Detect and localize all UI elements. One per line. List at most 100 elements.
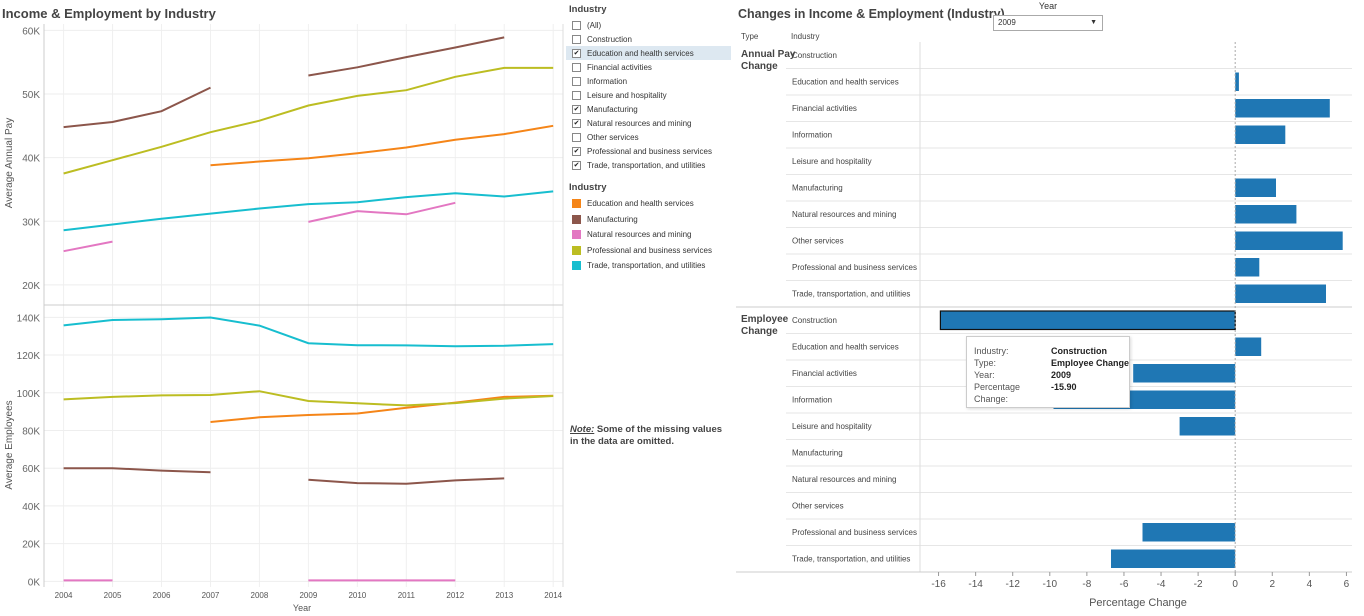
missing-values-note: Note: Some of the missing values in the … [570,424,730,448]
filter-item[interactable]: Information [566,74,731,88]
filter-checkbox[interactable] [572,34,581,44]
change-bar[interactable] [1235,337,1262,357]
year-dropdown[interactable]: 2009 ▼ [993,15,1103,31]
tooltip-key: Type: [974,358,997,368]
filter-checkbox[interactable] [572,90,581,100]
filter-item[interactable]: Other services [566,130,731,144]
legend-item[interactable]: Natural resources and mining [566,227,731,243]
tooltip-key: Percentage Change: [974,382,1021,404]
x-tick-label: 2007 [202,591,220,600]
legend-item-label: Education and health services [587,199,694,209]
left-panel-title: Income & Employment by Industry [2,6,216,21]
column-header-industry: Industry [791,32,819,41]
industry-row-label: Education and health services [792,78,899,87]
filter-checkbox[interactable] [572,20,581,30]
series-line[interactable] [308,36,505,77]
series-line[interactable] [210,394,554,423]
x-tick-label: -4 [1157,579,1166,590]
change-bar[interactable] [1142,523,1236,542]
filter-checkbox[interactable]: ✔ [572,160,581,170]
filter-item-label: Financial activities [587,62,652,72]
legend-swatch [572,214,581,224]
y-tick-label: 40K [22,502,40,513]
x-tick-label: -14 [968,579,983,590]
filter-checkbox[interactable] [572,62,581,72]
industry-filter: Industry (All) Construction ✔ Education and… [566,2,731,172]
x-tick-label: 2009 [299,591,317,600]
industry-row-label: Trade, transportation, and utilities [792,290,910,299]
y-tick-label: 140K [17,313,41,324]
bottom-y-axis-label: Average Employees [4,400,15,489]
filter-item[interactable]: Construction [566,32,731,46]
filter-item[interactable]: ✔ Natural resources and mining [566,116,731,130]
industry-row-label: Financial activities [792,104,857,113]
income-employment-chart[interactable]: 2004 2005 2006 2007 2008 2009 2010 2011 2012 2013… [0,0,564,616]
x-axis-label: Year [293,603,311,613]
series-line[interactable] [308,201,456,223]
y-tick-label: 120K [17,351,41,362]
series-line[interactable] [210,124,554,167]
series-line[interactable] [63,66,554,175]
industry-row-label: Construction [792,51,837,60]
filter-checkbox[interactable]: ✔ [572,104,581,114]
series-line[interactable] [63,316,554,348]
legend-item[interactable]: Professional and business services [566,243,731,259]
filter-checkbox[interactable] [572,76,581,86]
filter-item[interactable]: ✔ Manufacturing [566,102,731,116]
filter-item-label: (All) [587,20,602,30]
x-tick-label: 2013 [495,591,513,600]
change-bar[interactable] [1235,125,1286,145]
note-label: Note: [570,424,595,435]
y-tick-label: 20K [22,540,40,551]
change-bar[interactable] [1235,205,1297,224]
change-bar[interactable] [1179,417,1236,436]
industry-row-label: Financial activities [792,369,857,378]
filter-item[interactable]: ✔ Trade, transportation, and utilities [566,158,731,172]
legend-item[interactable]: Education and health services [566,196,731,212]
filter-item[interactable]: (All) [566,18,731,32]
tooltip-row: Type: Employee Change [974,357,1129,369]
filter-checkbox[interactable]: ✔ [572,118,581,128]
filter-item[interactable]: ✔ Education and health services [566,46,731,60]
industry-row-label: Natural resources and mining [792,475,897,484]
legend-item[interactable]: Manufacturing [566,212,731,228]
filter-item[interactable]: ✔ Professional and business services [566,144,731,158]
filter-item-label: Natural resources and mining [587,118,692,128]
group-label: Annual Pay [741,49,796,60]
change-bar[interactable] [1235,284,1326,304]
change-bar[interactable] [1111,549,1236,569]
series-line[interactable] [63,86,211,129]
industry-row-label: Manufacturing [792,184,843,193]
filter-item-label: Education and health services [587,48,694,58]
series-line[interactable] [308,477,505,485]
change-bar[interactable] [1235,72,1239,92]
change-bar[interactable] [1133,364,1236,383]
filter-checkbox[interactable]: ✔ [572,146,581,156]
change-bar[interactable] [1235,258,1260,277]
filter-item[interactable]: Financial activities [566,60,731,74]
series-line[interactable] [63,467,211,474]
x-tick-label: -6 [1119,579,1128,590]
x-tick-label: 2004 [55,591,73,600]
tooltip-row: Year: 2009 [974,369,1129,381]
percentage-change-chart[interactable]: Type Industry Annual PayChangeConstructi… [736,0,1364,616]
chevron-down-icon[interactable]: ▼ [1090,19,1097,26]
change-bar[interactable] [939,310,1236,331]
filter-item[interactable]: Leisure and hospitality [566,88,731,102]
change-bar[interactable] [1235,178,1276,198]
change-bar[interactable] [1235,99,1330,118]
industry-row-label: Information [792,396,832,405]
filter-checkbox[interactable] [572,132,581,142]
industry-row-label: Other services [792,502,844,511]
filter-checkbox[interactable]: ✔ [572,48,581,58]
legend-item[interactable]: Trade, transportation, and utilities [566,258,731,274]
legend-swatch [572,245,581,255]
change-bar[interactable] [1235,231,1343,251]
y-tick-label: 0K [28,577,41,588]
filter-item-label: Information [587,76,628,86]
year-dropdown-value: 2009 [998,18,1016,27]
series-line[interactable] [63,240,113,253]
industry-row-label: Leisure and hospitality [792,422,872,431]
series-line[interactable] [63,390,554,407]
series-line[interactable] [63,190,554,232]
